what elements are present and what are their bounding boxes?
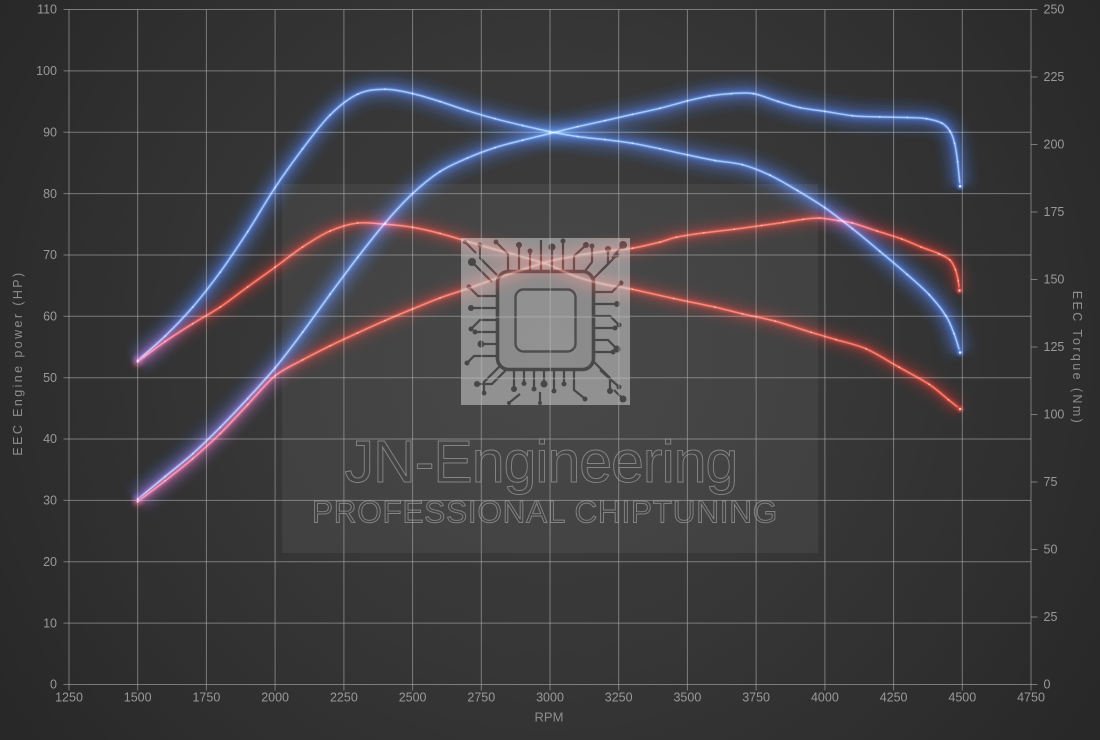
svg-text:2000: 2000 [261,691,289,705]
svg-text:0: 0 [50,678,57,692]
svg-text:20: 20 [43,555,57,569]
svg-text:4000: 4000 [811,691,839,705]
svg-text:RPM: RPM [535,710,564,725]
svg-text:JN-Engineering: JN-Engineering [345,429,738,495]
svg-text:50: 50 [1044,543,1058,557]
svg-text:200: 200 [1044,138,1065,152]
svg-text:90: 90 [43,125,57,139]
svg-text:3000: 3000 [536,691,564,705]
svg-text:3750: 3750 [742,691,770,705]
svg-text:100: 100 [36,64,57,78]
svg-text:150: 150 [1044,273,1065,287]
svg-text:75: 75 [1044,475,1058,489]
svg-text:4250: 4250 [880,691,908,705]
svg-text:25: 25 [1044,610,1058,624]
svg-text:40: 40 [43,432,57,446]
svg-text:4750: 4750 [1017,691,1045,705]
svg-text:3250: 3250 [605,691,633,705]
svg-text:50: 50 [43,371,57,385]
svg-text:EEC Engine power (HP): EEC Engine power (HP) [11,270,25,455]
svg-text:225: 225 [1044,70,1065,84]
svg-text:100: 100 [1044,408,1065,422]
svg-text:1500: 1500 [124,691,152,705]
svg-text:80: 80 [43,187,57,201]
svg-text:2750: 2750 [467,691,495,705]
svg-text:70: 70 [43,248,57,262]
svg-text:PROFESSIONAL CHIPTUNING: PROFESSIONAL CHIPTUNING [312,494,778,530]
svg-text:4500: 4500 [948,691,976,705]
svg-text:60: 60 [43,310,57,324]
svg-text:30: 30 [43,494,57,508]
svg-text:EEC Torque (Nm): EEC Torque (Nm) [1070,291,1084,425]
svg-text:10: 10 [43,616,57,630]
svg-text:110: 110 [37,3,57,17]
svg-text:250: 250 [1044,3,1065,17]
svg-text:1750: 1750 [192,691,220,705]
svg-text:2500: 2500 [399,691,427,705]
svg-text:175: 175 [1044,205,1065,219]
svg-text:125: 125 [1044,340,1065,354]
svg-text:3500: 3500 [673,691,701,705]
svg-text:1250: 1250 [55,691,83,705]
svg-text:2250: 2250 [330,691,358,705]
svg-text:0: 0 [1044,678,1051,692]
